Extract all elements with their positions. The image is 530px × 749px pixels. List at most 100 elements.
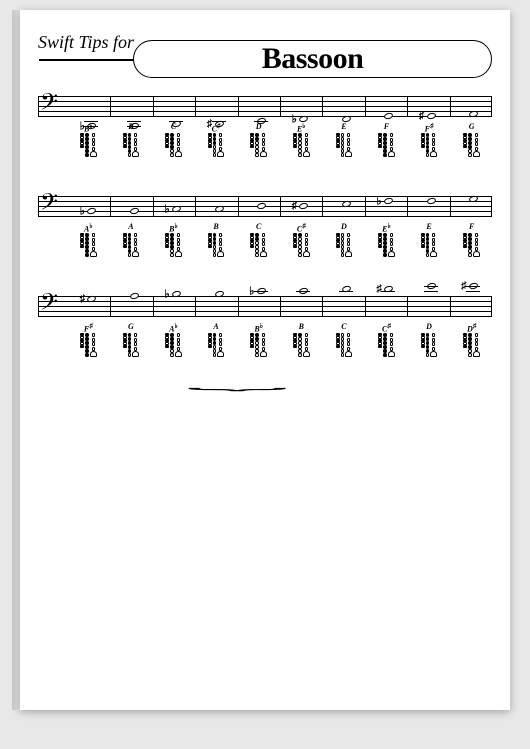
- bass-clef-icon: 𝄢: [40, 192, 58, 220]
- key-diagram: [281, 133, 322, 181]
- note-label: B♭: [169, 222, 178, 232]
- note-label: E: [341, 122, 346, 132]
- key-diagram: [451, 233, 492, 281]
- whole-note: [383, 112, 393, 120]
- key-diagram: [111, 233, 152, 281]
- note-label: B: [213, 222, 218, 232]
- fingering-diagram: G: [451, 122, 492, 184]
- fingering-diagram: E♭: [281, 122, 322, 184]
- document-page: Swift Tips for Bassoon 𝄢♭♯♭♯B♭BCC♯DE♭EFF…: [20, 10, 510, 710]
- note-label: C♯: [382, 322, 391, 332]
- fingering-diagram: A: [111, 222, 152, 284]
- fingering-diagram: E: [324, 122, 365, 184]
- fingering-diagram: A: [196, 322, 237, 384]
- key-diagram: [153, 133, 194, 181]
- fingering-diagram: F: [366, 122, 407, 184]
- key-diagram: [281, 233, 322, 281]
- fingering-diagram: D: [324, 222, 365, 284]
- key-diagram: [324, 333, 365, 381]
- accidental: ♯: [419, 110, 425, 122]
- accidental: ♯: [80, 293, 86, 305]
- note-label: F♯: [84, 322, 93, 332]
- fingering-diagram: B: [196, 222, 237, 284]
- note-label: B: [299, 322, 304, 332]
- staff: 𝄢♭♭♯♭: [38, 188, 492, 222]
- fingering-diagram: C: [153, 122, 194, 184]
- fingering-diagram: A♭: [153, 322, 194, 384]
- note-label: G: [469, 122, 475, 132]
- fingering-diagram: D♯: [451, 322, 492, 384]
- staff-system: 𝄢♭♯♭♯B♭ B C C♯ D E♭ E F F♯ G: [38, 88, 492, 184]
- key-diagram: [366, 133, 407, 181]
- key-diagram: [409, 233, 450, 281]
- note-label: G: [128, 322, 134, 332]
- key-diagram: [196, 133, 237, 181]
- key-diagram: [111, 333, 152, 381]
- key-diagram: [281, 333, 322, 381]
- note-label: A♭: [169, 322, 178, 332]
- subtitle: Swift Tips for: [38, 32, 134, 53]
- staff: 𝄢♭♯♭♯: [38, 88, 492, 122]
- fingering-diagram: D: [238, 122, 279, 184]
- fingering-diagram: E♭: [366, 222, 407, 284]
- fingering-diagram: C: [238, 222, 279, 284]
- note-label: E♭: [382, 222, 391, 232]
- fingering-row: B♭ B C C♯ D E♭ E F F♯ G: [38, 122, 492, 184]
- note-label: B♭: [84, 122, 93, 132]
- fingering-diagram: F♯: [409, 122, 450, 184]
- fingering-diagram: C♯: [196, 122, 237, 184]
- note-label: F: [469, 222, 474, 232]
- key-diagram: [68, 133, 109, 181]
- key-diagram: [111, 133, 152, 181]
- brace-icon: ⏟: [187, 376, 288, 392]
- note-label: C: [171, 122, 176, 132]
- key-diagram: [153, 333, 194, 381]
- whole-note: [383, 285, 393, 293]
- fingering-diagram: C♯: [366, 322, 407, 384]
- note-label: F: [384, 122, 389, 132]
- key-diagram: [68, 333, 109, 381]
- note-label: A: [213, 322, 218, 332]
- fingering-diagram: E: [409, 222, 450, 284]
- bass-clef-icon: 𝄢: [40, 292, 58, 320]
- whole-note: [468, 110, 478, 118]
- note-label: E: [426, 222, 431, 232]
- fingering-diagram: B: [111, 122, 152, 184]
- fingering-diagram: B♭: [153, 222, 194, 284]
- note-label: C♯: [212, 122, 221, 132]
- staff-system: 𝄢♯♭♭♯♯F♯GA♭AB♭BCC♯DD♯⏟: [38, 288, 492, 384]
- note-label: D: [256, 122, 262, 132]
- fingering-diagram: D: [409, 322, 450, 384]
- key-diagram: [409, 333, 450, 381]
- header: Swift Tips for Bassoon: [38, 30, 492, 80]
- fingering-diagram: A♭: [68, 222, 109, 284]
- staff-system: 𝄢♭♭♯♭A♭AB♭BCC♯DE♭EF: [38, 188, 492, 284]
- key-diagram: [196, 333, 237, 381]
- key-diagram: [68, 233, 109, 281]
- key-diagram: [409, 133, 450, 181]
- note-label: D: [426, 322, 432, 332]
- key-diagram: [366, 333, 407, 381]
- note-label: A♭: [84, 222, 93, 232]
- key-diagram: [238, 133, 279, 181]
- fingering-row: A♭AB♭BCC♯DE♭EF: [38, 222, 492, 284]
- fingering-diagram: G: [111, 322, 152, 384]
- whole-note: [426, 112, 436, 120]
- fingering-diagram: F: [451, 222, 492, 284]
- bass-clef-icon: 𝄢: [40, 92, 58, 120]
- note-label: C: [256, 222, 261, 232]
- accidental: ♭: [377, 195, 382, 208]
- fingering-diagram: B♭: [68, 122, 109, 184]
- note-label: D: [341, 222, 347, 232]
- whole-note: [341, 285, 351, 293]
- note-label: C: [341, 322, 346, 332]
- accidental: ♯: [292, 200, 298, 212]
- accidental: ♭: [165, 288, 170, 301]
- accidental: ♭: [165, 203, 170, 216]
- key-diagram: [451, 333, 492, 381]
- fingering-diagram: B♭: [238, 322, 279, 384]
- key-diagram: [324, 133, 365, 181]
- key-diagram: [366, 233, 407, 281]
- fingering-chart: 𝄢♭♯♭♯B♭BCC♯DE♭EFF♯G𝄢♭♭♯♭A♭AB♭BCC♯DE♭EF𝄢♯…: [38, 88, 492, 384]
- note-label: F♯: [425, 122, 434, 132]
